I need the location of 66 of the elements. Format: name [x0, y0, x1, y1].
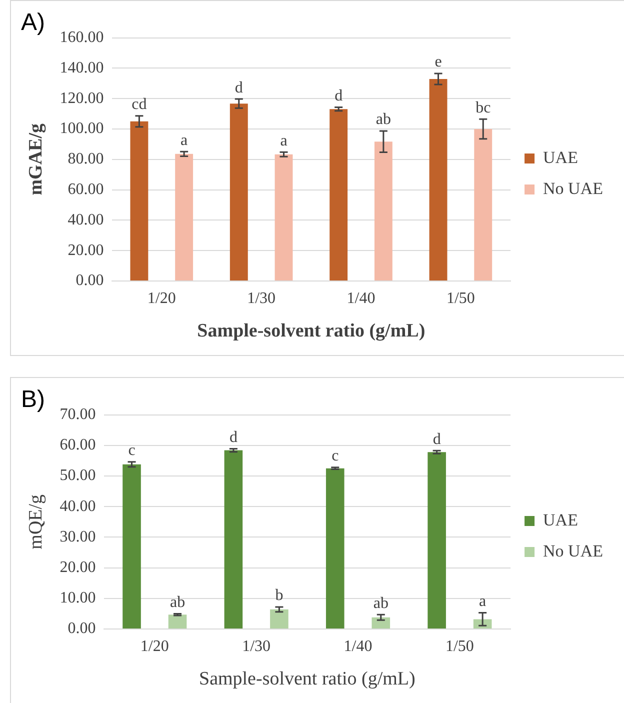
- data-label: d: [229, 428, 238, 446]
- data-label: bc: [476, 99, 491, 116]
- data-label: b: [275, 587, 284, 604]
- bar: [270, 609, 288, 628]
- bar: [372, 617, 390, 628]
- bar: [168, 614, 187, 628]
- y-tick-label: 20.00: [68, 242, 104, 259]
- data-label: a: [479, 592, 486, 610]
- y-axis-title: mGAE/g: [25, 123, 46, 196]
- y-tick-label: 20.00: [60, 559, 96, 576]
- bar: [224, 450, 243, 628]
- chart-title: A): [21, 9, 45, 36]
- legend-label: UAE: [543, 510, 578, 530]
- data-label: d: [334, 87, 343, 104]
- bar: [374, 142, 392, 280]
- bar: [428, 452, 446, 628]
- x-tick-label: 1/50: [446, 290, 475, 307]
- y-tick-label: 140.00: [60, 59, 104, 76]
- y-tick-label: 70.00: [60, 406, 96, 424]
- data-label: ab: [373, 594, 388, 612]
- data-label: cd: [132, 96, 147, 114]
- x-tick-label: 1/50: [445, 638, 474, 655]
- y-tick-label: 80.00: [68, 150, 104, 168]
- y-tick-label: 60.00: [68, 181, 104, 198]
- data-label: c: [332, 448, 339, 465]
- x-tick-label: 1/30: [247, 290, 276, 307]
- bar: [474, 129, 492, 280]
- y-tick-label: 60.00: [60, 436, 96, 454]
- y-tick-label: 160.00: [60, 29, 104, 46]
- legend-label: No UAE: [543, 178, 604, 198]
- legend-label: No UAE: [543, 541, 604, 560]
- y-axis-title: mQE/g: [25, 494, 46, 550]
- x-axis-title: Sample-solvent ratio (g/mL): [198, 668, 416, 690]
- y-tick-label: 40.00: [68, 211, 104, 228]
- x-tick-label: 1/40: [344, 638, 372, 655]
- y-tick-label: 10.00: [60, 590, 96, 607]
- data-label: ab: [170, 594, 186, 611]
- x-tick-label: 1/20: [147, 290, 176, 307]
- data-label: e: [434, 54, 442, 71]
- y-tick-label: 50.00: [60, 467, 96, 484]
- data-label: c: [128, 442, 136, 460]
- x-tick-label: 1/40: [346, 290, 376, 307]
- data-label: d: [234, 79, 243, 96]
- bar: [122, 464, 141, 628]
- data-label: d: [432, 430, 441, 448]
- bar: [274, 154, 293, 280]
- legend-label: UAE: [543, 148, 578, 167]
- data-label: ab: [376, 111, 391, 128]
- chart-title: B): [21, 386, 45, 414]
- bar: [326, 468, 344, 628]
- data-label: a: [180, 132, 188, 149]
- bar: [130, 121, 148, 280]
- x-axis-title: Sample-solvent ratio (g/mL): [197, 320, 426, 342]
- y-tick-label: 30.00: [60, 528, 96, 546]
- x-tick-label: 1/20: [140, 638, 169, 655]
- bar: [230, 104, 248, 280]
- x-tick-label: 1/30: [242, 638, 271, 655]
- y-tick-label: 40.00: [60, 498, 96, 515]
- bar: [330, 109, 348, 280]
- bar: [175, 154, 194, 280]
- bar: [429, 78, 448, 280]
- y-tick-label: 0.00: [76, 272, 104, 290]
- y-tick-label: 120.00: [60, 90, 104, 107]
- y-tick-label: 100.00: [60, 120, 104, 138]
- data-label: a: [280, 132, 288, 150]
- y-tick-label: 0.00: [68, 620, 96, 638]
